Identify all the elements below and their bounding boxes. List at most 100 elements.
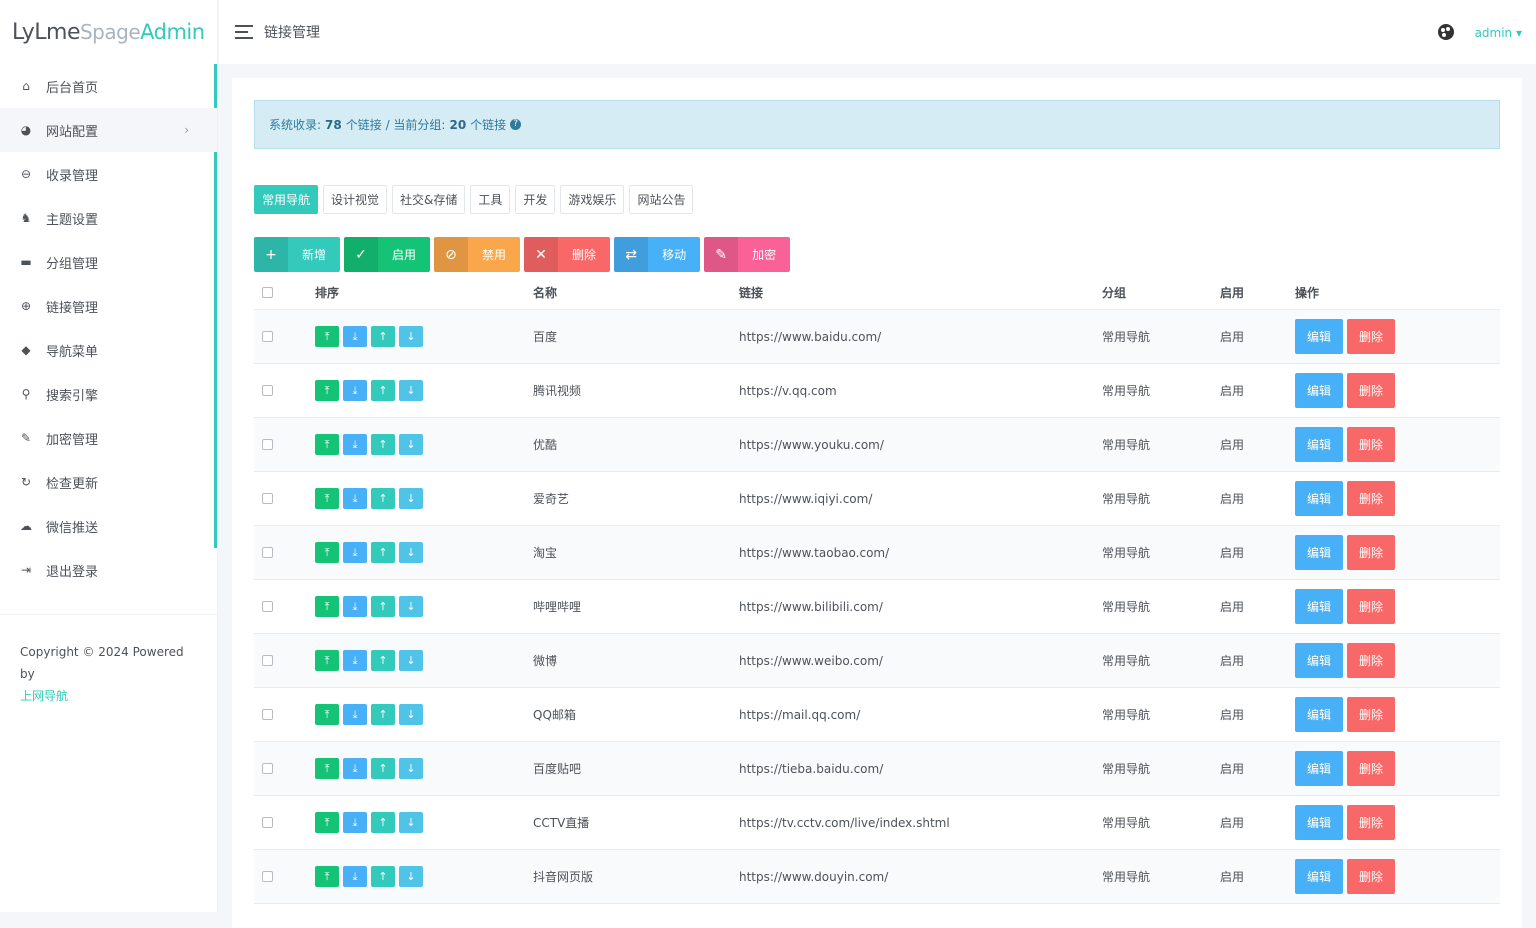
move-up-button[interactable]: ↑ — [371, 866, 395, 887]
move-up-button[interactable]: ↑ — [371, 488, 395, 509]
move-down-button[interactable]: ↓ — [399, 704, 423, 725]
edit-button[interactable]: 编辑 — [1295, 859, 1344, 894]
row-checkbox[interactable] — [262, 601, 273, 612]
move-down-button[interactable]: ↓ — [399, 758, 423, 779]
move-top-button[interactable]: ⤒ — [315, 488, 339, 509]
encrypt-button[interactable]: ✎ 加密 — [704, 237, 791, 272]
move-up-button[interactable]: ↑ — [371, 704, 395, 725]
move-top-button[interactable]: ⤒ — [315, 812, 339, 833]
delete-row-button[interactable]: 删除 — [1347, 427, 1396, 462]
move-bottom-button[interactable]: ⤓ — [343, 758, 367, 779]
move-up-button[interactable]: ↑ — [371, 326, 395, 347]
move-bottom-button[interactable]: ⤓ — [343, 380, 367, 401]
move-button[interactable]: ⇄ 移动 — [614, 237, 701, 272]
move-down-button[interactable]: ↓ — [399, 488, 423, 509]
select-all-checkbox[interactable] — [262, 287, 273, 298]
edit-button[interactable]: 编辑 — [1295, 697, 1344, 732]
move-bottom-button[interactable]: ⤓ — [343, 866, 367, 887]
move-up-button[interactable]: ↑ — [371, 650, 395, 671]
delete-row-button[interactable]: 删除 — [1347, 643, 1396, 678]
edit-button[interactable]: 编辑 — [1295, 535, 1344, 570]
sidebar-item-10[interactable]: ☁ 微信推送 — [0, 504, 217, 548]
move-top-button[interactable]: ⤒ — [315, 758, 339, 779]
sidebar-item-1[interactable]: ◕ 网站配置 › — [0, 108, 217, 152]
move-top-button[interactable]: ⤒ — [315, 650, 339, 671]
sidebar-item-0[interactable]: ⌂ 后台首页 — [0, 64, 217, 108]
row-checkbox[interactable] — [262, 385, 273, 396]
move-up-button[interactable]: ↑ — [371, 434, 395, 455]
footer-link[interactable]: 上网导航 — [20, 689, 69, 703]
move-down-button[interactable]: ↓ — [399, 380, 423, 401]
sidebar-item-4[interactable]: ▬ 分组管理 — [0, 240, 217, 284]
row-checkbox[interactable] — [262, 331, 273, 342]
move-top-button[interactable]: ⤒ — [315, 434, 339, 455]
delete-row-button[interactable]: 删除 — [1347, 697, 1396, 732]
delete-row-button[interactable]: 删除 — [1347, 805, 1396, 840]
menu-toggle-icon[interactable] — [235, 25, 253, 39]
sidebar-item-8[interactable]: ✎ 加密管理 — [0, 416, 217, 460]
delete-row-button[interactable]: 删除 — [1347, 535, 1396, 570]
tab-1[interactable]: 设计视觉 — [323, 185, 388, 214]
enable-button[interactable]: ✓ 启用 — [344, 237, 431, 272]
move-top-button[interactable]: ⤒ — [315, 542, 339, 563]
move-up-button[interactable]: ↑ — [371, 542, 395, 563]
move-down-button[interactable]: ↓ — [399, 866, 423, 887]
sidebar-item-6[interactable]: ◆ 导航菜单 — [0, 328, 217, 372]
sidebar-item-5[interactable]: ⊕ 链接管理 — [0, 284, 217, 328]
delete-button[interactable]: ✕ 删除 — [524, 237, 611, 272]
tab-6[interactable]: 网站公告 — [629, 185, 694, 214]
row-checkbox[interactable] — [262, 655, 273, 666]
move-up-button[interactable]: ↑ — [371, 596, 395, 617]
delete-row-button[interactable]: 删除 — [1347, 751, 1396, 786]
help-icon[interactable]: ? — [510, 119, 522, 130]
move-top-button[interactable]: ⤒ — [315, 380, 339, 401]
move-down-button[interactable]: ↓ — [399, 812, 423, 833]
row-checkbox[interactable] — [262, 817, 273, 828]
move-bottom-button[interactable]: ⤓ — [343, 434, 367, 455]
move-bottom-button[interactable]: ⤓ — [343, 812, 367, 833]
sidebar-item-7[interactable]: ⚲ 搜索引擎 — [0, 372, 217, 416]
move-down-button[interactable]: ↓ — [399, 650, 423, 671]
edit-button[interactable]: 编辑 — [1295, 805, 1344, 840]
edit-button[interactable]: 编辑 — [1295, 751, 1344, 786]
sidebar-item-3[interactable]: ♞ 主题设置 — [0, 196, 217, 240]
user-menu[interactable]: admin ▾ — [1474, 26, 1522, 40]
move-up-button[interactable]: ↑ — [371, 812, 395, 833]
move-top-button[interactable]: ⤒ — [315, 596, 339, 617]
row-checkbox[interactable] — [262, 763, 273, 774]
edit-button[interactable]: 编辑 — [1295, 643, 1344, 678]
tab-4[interactable]: 开发 — [515, 185, 556, 214]
move-bottom-button[interactable]: ⤓ — [343, 704, 367, 725]
move-bottom-button[interactable]: ⤓ — [343, 326, 367, 347]
edit-button[interactable]: 编辑 — [1295, 427, 1344, 462]
move-top-button[interactable]: ⤒ — [315, 866, 339, 887]
row-checkbox[interactable] — [262, 547, 273, 558]
sidebar-item-11[interactable]: ⇥ 退出登录 — [0, 548, 217, 592]
delete-row-button[interactable]: 删除 — [1347, 589, 1396, 624]
move-down-button[interactable]: ↓ — [399, 434, 423, 455]
move-bottom-button[interactable]: ⤓ — [343, 542, 367, 563]
tab-5[interactable]: 游戏娱乐 — [560, 185, 625, 214]
move-up-button[interactable]: ↑ — [371, 380, 395, 401]
delete-row-button[interactable]: 删除 — [1347, 373, 1396, 408]
move-up-button[interactable]: ↑ — [371, 758, 395, 779]
edit-button[interactable]: 编辑 — [1295, 589, 1344, 624]
add-button[interactable]: + 新增 — [254, 237, 341, 272]
sidebar-item-9[interactable]: ↻ 检查更新 — [0, 460, 217, 504]
move-down-button[interactable]: ↓ — [399, 596, 423, 617]
delete-row-button[interactable]: 删除 — [1347, 859, 1396, 894]
edit-button[interactable]: 编辑 — [1295, 373, 1344, 408]
row-checkbox[interactable] — [262, 709, 273, 720]
move-down-button[interactable]: ↓ — [399, 542, 423, 563]
delete-row-button[interactable]: 删除 — [1347, 319, 1396, 354]
row-checkbox[interactable] — [262, 871, 273, 882]
move-bottom-button[interactable]: ⤓ — [343, 650, 367, 671]
move-bottom-button[interactable]: ⤓ — [343, 596, 367, 617]
palette-icon[interactable] — [1438, 24, 1454, 40]
row-checkbox[interactable] — [262, 439, 273, 450]
edit-button[interactable]: 编辑 — [1295, 319, 1344, 354]
tab-3[interactable]: 工具 — [470, 185, 511, 214]
move-bottom-button[interactable]: ⤓ — [343, 488, 367, 509]
edit-button[interactable]: 编辑 — [1295, 481, 1344, 516]
brand-logo[interactable]: LyLme Spage Admin — [0, 0, 217, 64]
